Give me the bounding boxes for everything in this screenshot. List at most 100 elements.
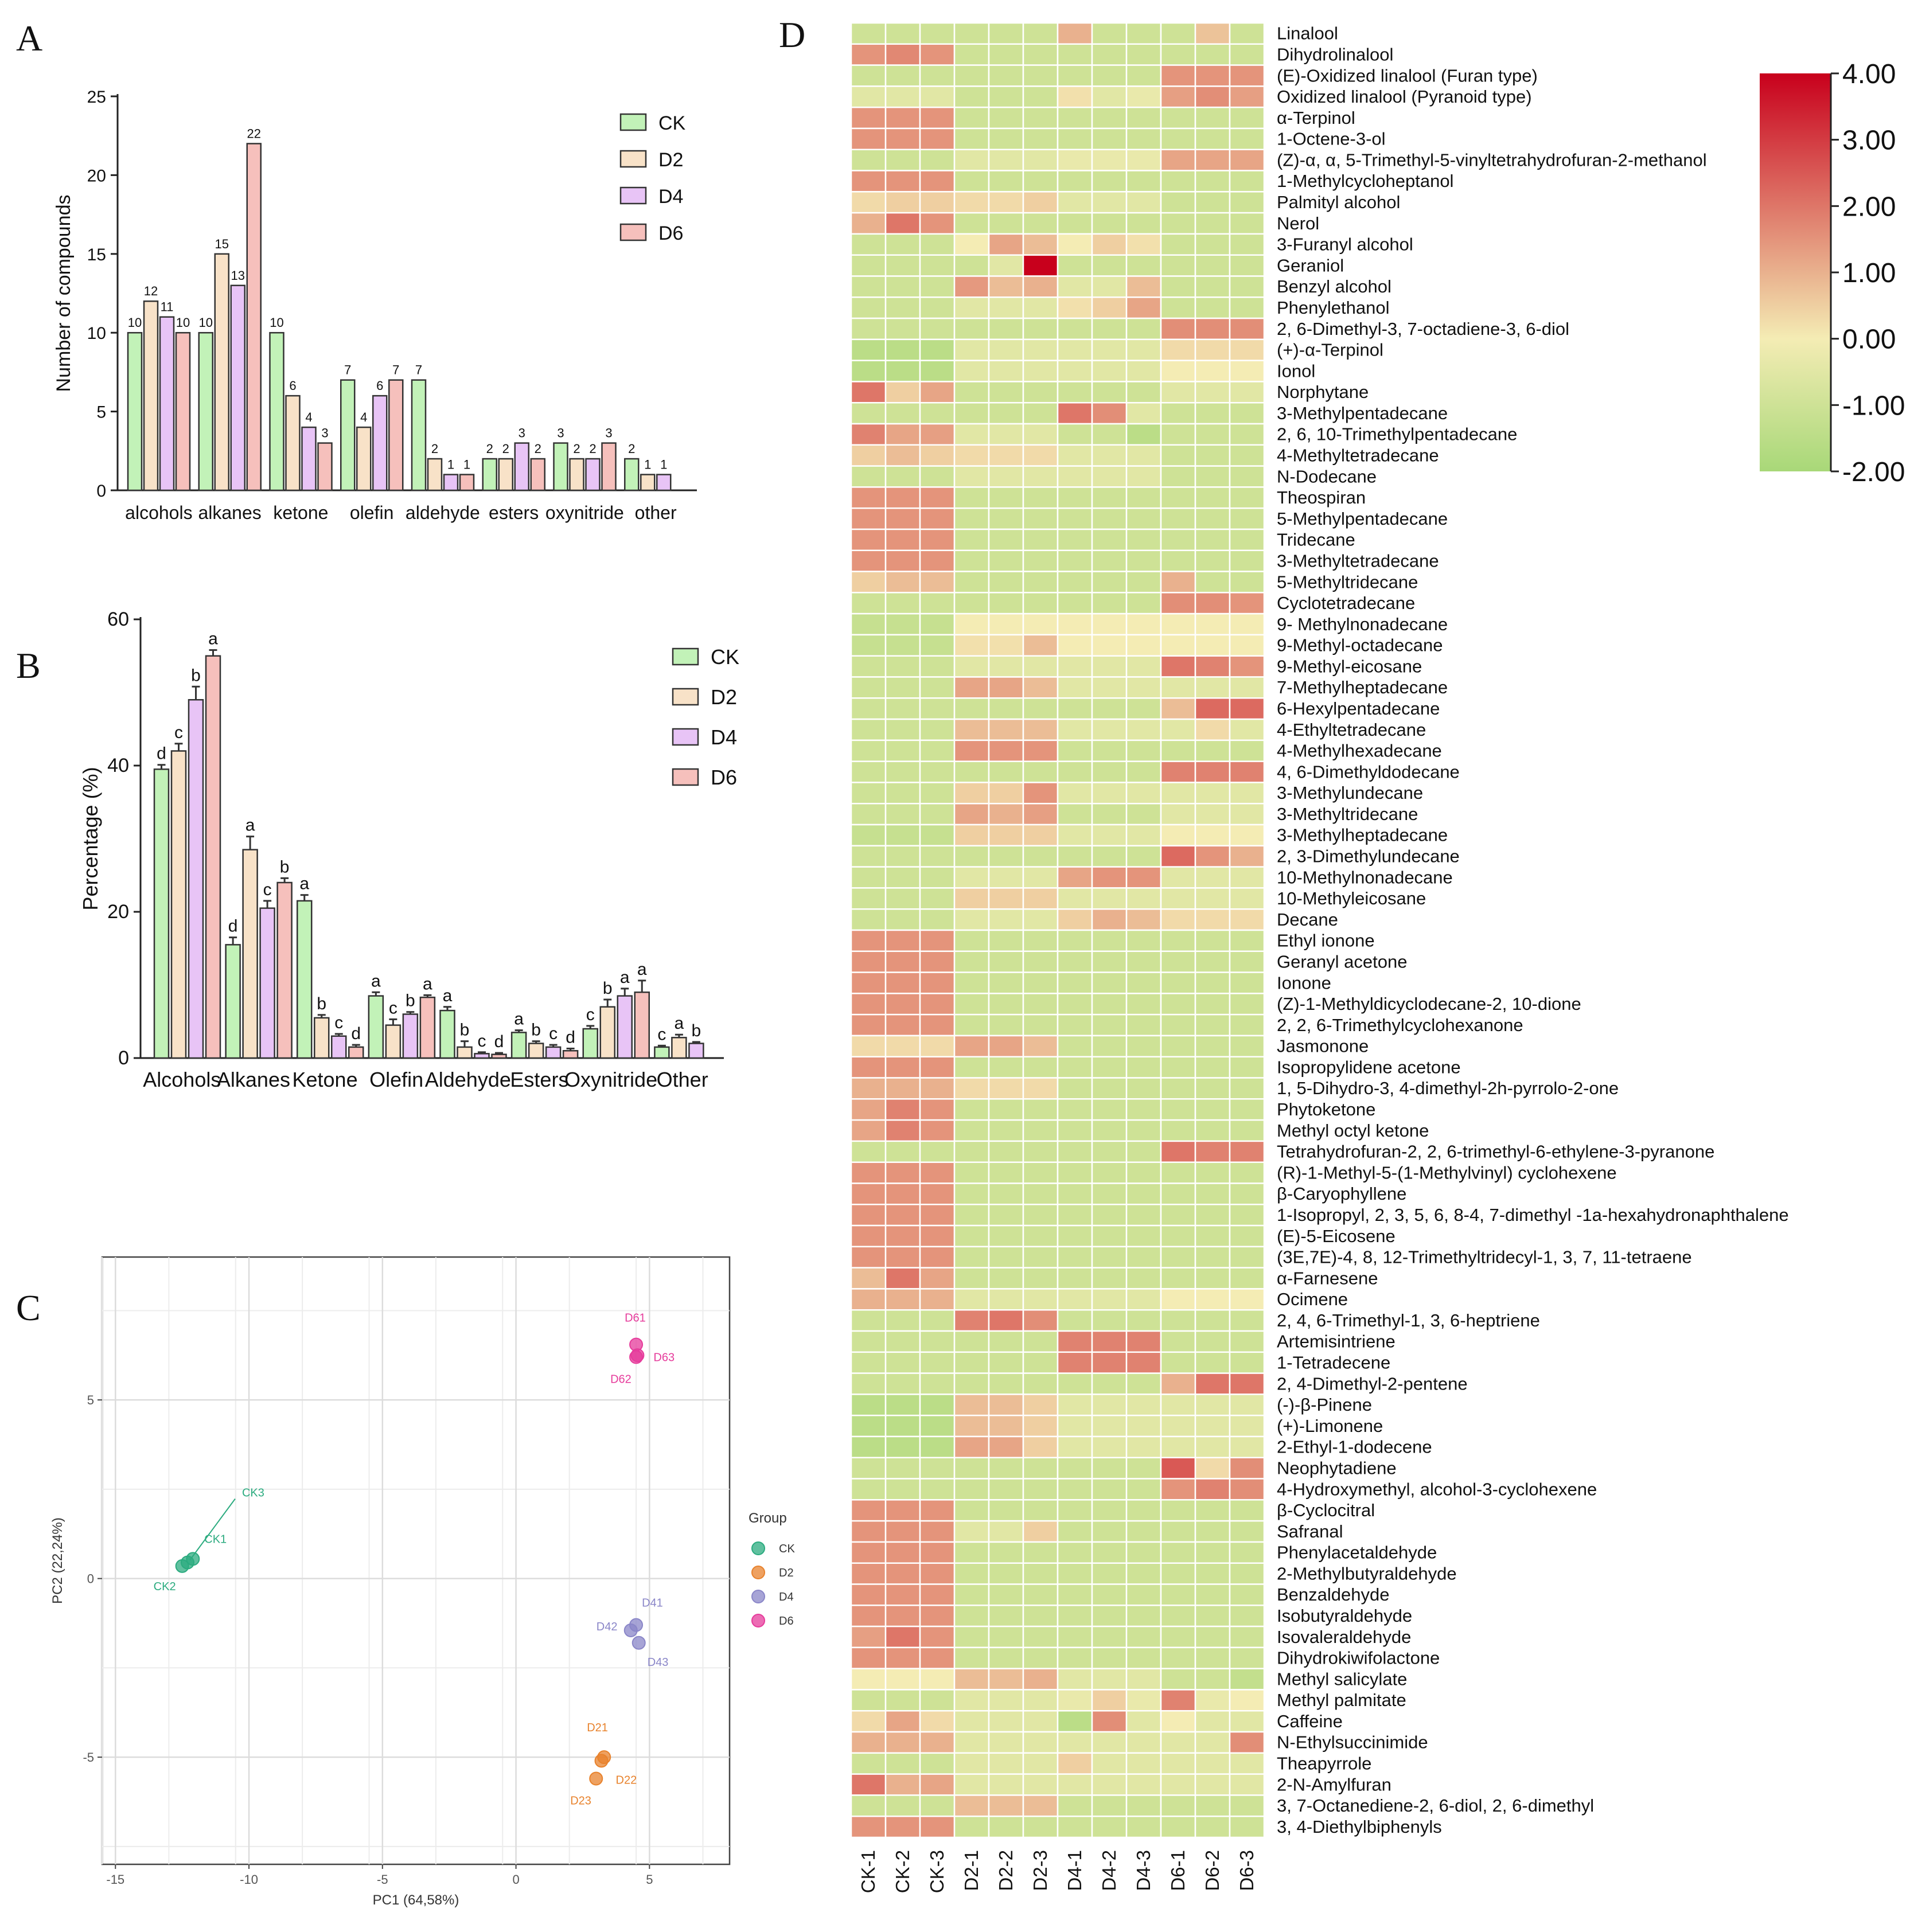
bar-d6 xyxy=(175,331,191,491)
heatmap-cell xyxy=(884,85,921,108)
significance-letter: c xyxy=(549,1024,558,1043)
heatmap-cell xyxy=(1022,22,1059,45)
data-label: 2 xyxy=(589,442,596,456)
heatmap-cell xyxy=(1160,993,1196,1016)
heatmap-cell xyxy=(1057,1710,1093,1733)
heatmap-cell xyxy=(1160,170,1196,193)
heatmap-cell xyxy=(1194,1583,1231,1606)
heatmap-cell xyxy=(988,149,1024,171)
heatmap-cell xyxy=(850,22,887,45)
heatmap-cell xyxy=(850,571,887,594)
heatmap-cell xyxy=(1057,22,1093,45)
heatmap-cell xyxy=(1091,127,1128,150)
heatmap-cell xyxy=(1125,887,1162,910)
heatmap-cell xyxy=(988,1098,1024,1121)
heatmap-cell xyxy=(1022,1541,1059,1564)
heatmap-cell xyxy=(919,1330,956,1353)
heatmap-cell xyxy=(953,1562,990,1585)
heatmap-cell xyxy=(1022,401,1059,425)
heatmap-cell xyxy=(1057,1119,1093,1142)
heatmap-cell xyxy=(1229,296,1265,319)
heatmap-cell xyxy=(1091,1689,1128,1712)
x-tick-label: -5 xyxy=(377,1872,388,1887)
heatmap-cell xyxy=(1125,507,1162,530)
heatmap-cell xyxy=(919,43,956,66)
heatmap-cell xyxy=(988,760,1024,783)
heatmap-cell xyxy=(1125,1246,1162,1269)
heatmap-cell xyxy=(1022,782,1059,805)
heatmap-cell xyxy=(850,1689,887,1712)
heatmap-cell xyxy=(884,1394,921,1416)
data-label: 13 xyxy=(231,268,245,283)
heatmap-cell xyxy=(1160,887,1196,910)
heatmap-cell xyxy=(1091,191,1128,214)
heatmap-cell xyxy=(988,1731,1024,1754)
heatmap-cell xyxy=(850,1646,887,1669)
heatmap-cell xyxy=(1022,1140,1059,1163)
heatmap-cell xyxy=(1160,1204,1196,1227)
heatmap-cell xyxy=(1194,782,1231,805)
heatmap-cell xyxy=(1057,1288,1093,1311)
heatmap-cell xyxy=(988,655,1024,678)
heatmap-cell xyxy=(1160,507,1196,530)
heatmap-cell xyxy=(850,1035,887,1057)
heatmap-cell xyxy=(1229,1668,1265,1691)
heatmap-cell xyxy=(1229,1457,1265,1480)
heatmap-cell xyxy=(953,507,990,530)
heatmap-cell xyxy=(1229,1562,1265,1585)
heatmap-cell xyxy=(1125,233,1162,256)
heatmap-cell xyxy=(1194,528,1231,552)
heatmap-cell xyxy=(919,929,956,953)
heatmap-cell xyxy=(953,1541,990,1564)
row-label: (E)-Oxidized linalool (Furan type) xyxy=(1277,65,1538,85)
heatmap-cell xyxy=(953,845,990,868)
heatmap-cell xyxy=(1057,170,1093,193)
heatmap-cell xyxy=(1160,1625,1196,1649)
panel-c-pca-scatter: -15 -10 -5 0 5 -5 0 5 PC1 (64,58%) PC2 (22,24%) CK… xyxy=(50,1256,795,1908)
heatmap-cell xyxy=(1160,1646,1196,1669)
heatmap-cell xyxy=(919,1562,956,1585)
heatmap-cell xyxy=(884,1541,921,1564)
heatmap-cell xyxy=(1194,1077,1231,1100)
heatmap-cell xyxy=(1194,908,1231,931)
point-label: CK3 xyxy=(242,1487,264,1500)
data-label: 12 xyxy=(144,284,158,298)
heatmap-cell xyxy=(988,887,1024,910)
plot-frame xyxy=(101,1256,731,1865)
heatmap-cell xyxy=(1091,1457,1128,1480)
heatmap-cell xyxy=(953,1372,990,1395)
heatmap-cell xyxy=(1022,1731,1059,1754)
heatmap-cell xyxy=(1022,1035,1059,1057)
heatmap-cell xyxy=(1194,1098,1231,1121)
heatmap-cell xyxy=(1091,149,1128,171)
heatmap-cell xyxy=(919,1773,956,1796)
heatmap-cell xyxy=(953,381,990,404)
row-label: Isopropylidene acetone xyxy=(1277,1057,1461,1077)
data-label: 7 xyxy=(392,363,399,377)
heatmap-cell xyxy=(850,381,887,404)
legend-swatch-d4 xyxy=(672,728,699,746)
heatmap-cell xyxy=(1091,1646,1128,1669)
heatmap-cell xyxy=(1125,1414,1162,1438)
heatmap-cell xyxy=(1125,612,1162,636)
row-label: 3, 4-Diethylbiphenyls xyxy=(1277,1817,1442,1837)
heatmap-cell xyxy=(1057,1689,1093,1712)
heatmap-cell xyxy=(919,106,956,130)
bar-ck xyxy=(411,379,427,491)
row-label: Benzyl alcohol xyxy=(1277,276,1391,296)
heatmap-cell xyxy=(884,1224,921,1248)
heatmap-cell xyxy=(884,1562,921,1585)
heatmap-cell xyxy=(988,1562,1024,1585)
heatmap-cell xyxy=(1160,296,1196,319)
row-label: Methyl palmitate xyxy=(1277,1690,1406,1710)
heatmap-cell xyxy=(1194,803,1231,826)
heatmap-cell xyxy=(919,1689,956,1712)
row-label: Norphytane xyxy=(1277,382,1369,402)
heatmap-cell xyxy=(953,1668,990,1691)
data-label: 1 xyxy=(644,458,651,472)
heatmap-cell xyxy=(1057,1330,1093,1353)
heatmap-cell xyxy=(1125,465,1162,488)
y-tick-label: 60 xyxy=(107,608,129,630)
heatmap-cell xyxy=(1194,212,1231,235)
legend-swatch-d2 xyxy=(672,688,699,706)
